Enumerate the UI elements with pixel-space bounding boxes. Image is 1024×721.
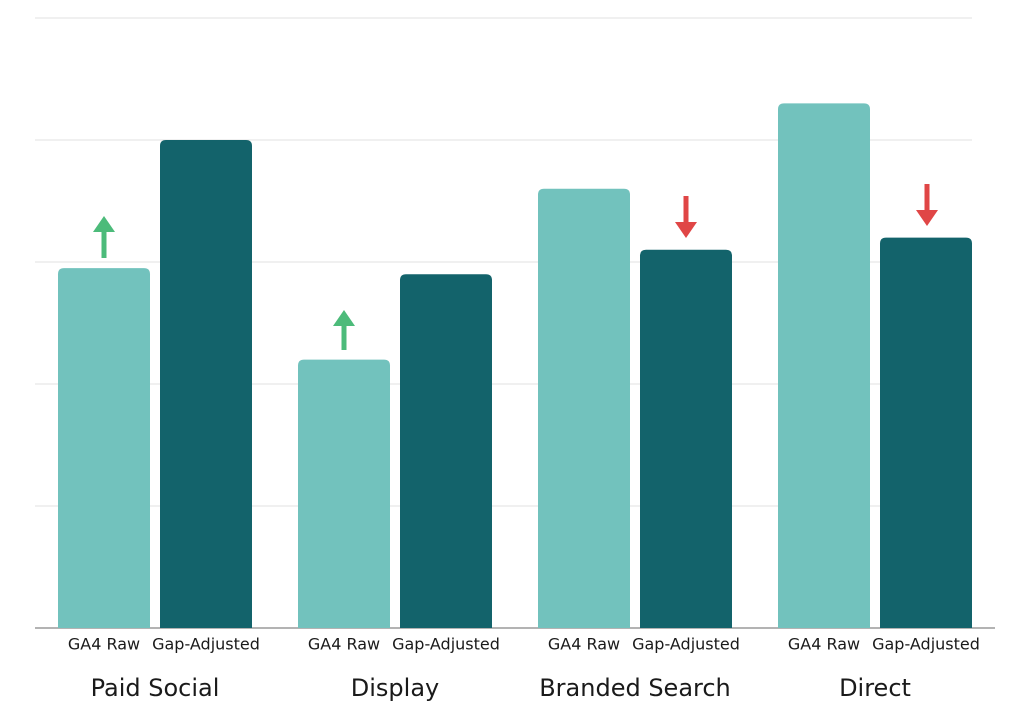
bar	[58, 268, 150, 628]
bar	[778, 103, 870, 628]
bar	[298, 359, 390, 628]
series-label: Gap-Adjusted	[632, 635, 740, 654]
bar	[400, 274, 492, 628]
series-label: GA4 Raw	[308, 635, 380, 654]
series-label: GA4 Raw	[68, 635, 140, 654]
category-label: Direct	[839, 674, 911, 702]
down-arrow	[675, 184, 938, 238]
arrows	[93, 184, 938, 350]
series-label: GA4 Raw	[788, 635, 860, 654]
category-label: Paid Social	[91, 674, 220, 702]
category-label: Branded Search	[539, 674, 731, 702]
series-label: Gap-Adjusted	[872, 635, 980, 654]
series-label: GA4 Raw	[548, 635, 620, 654]
bar	[880, 237, 972, 628]
category-label: Display	[351, 674, 439, 702]
bar	[640, 249, 732, 629]
bar	[160, 140, 252, 628]
bar	[538, 188, 630, 629]
series-label: Gap-Adjusted	[392, 635, 500, 654]
up-arrow	[93, 216, 355, 350]
series-label: Gap-Adjusted	[152, 635, 260, 654]
